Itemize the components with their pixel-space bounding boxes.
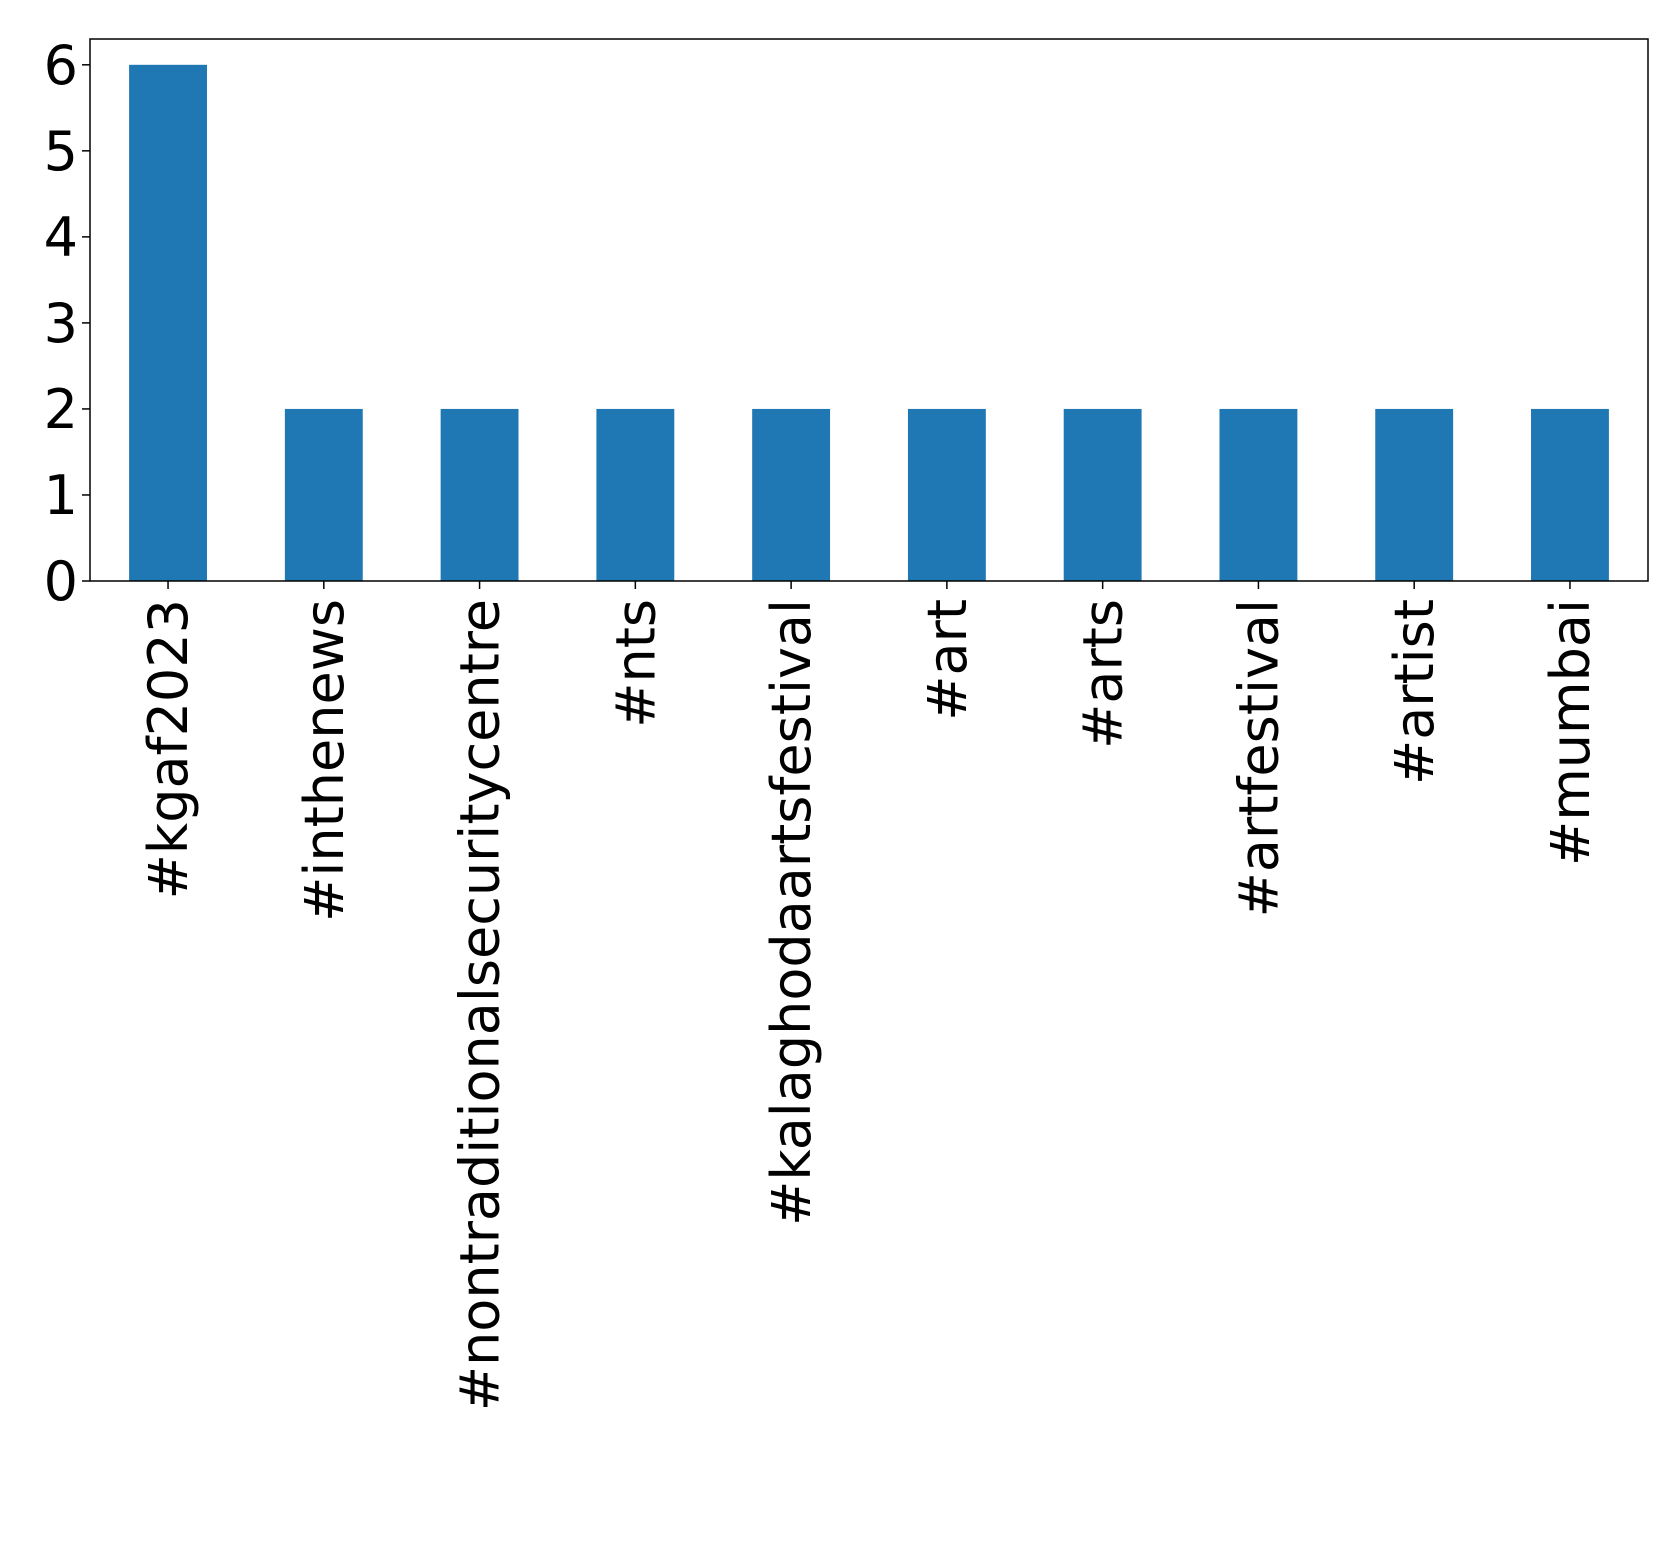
bar-9 [1531, 408, 1609, 581]
bar-5 [907, 408, 986, 581]
x-tick-label-0: #kgaf2023 [137, 599, 200, 899]
x-tick-label-4: #kalaghodaartsfestival [760, 599, 823, 1226]
x-tick-label-5: #art [916, 599, 979, 721]
x-axis: #kgaf2023 #inthenews #nontraditionalsecuri… [137, 581, 1602, 1411]
x-tick-label-2: #nontraditionalsecuritycentre [449, 599, 512, 1411]
y-tick-label-0: 0 [44, 550, 78, 613]
bar-3 [596, 408, 675, 581]
y-axis: 0 1 2 3 4 5 6 [44, 34, 90, 613]
x-tick-label-8: #artist [1383, 599, 1446, 785]
y-tick-label-1: 1 [44, 464, 78, 527]
bar-4 [752, 408, 831, 581]
x-tick-label-6: #arts [1072, 599, 1135, 749]
bar-2 [440, 408, 519, 581]
bar-6 [1063, 408, 1142, 581]
bar-8 [1375, 408, 1454, 581]
bar-1 [284, 408, 363, 581]
bar-7 [1219, 408, 1298, 581]
y-tick-label-3: 3 [44, 292, 78, 355]
x-tick-label-7: #artfestival [1227, 599, 1290, 917]
y-tick-label-6: 6 [44, 34, 78, 97]
y-tick-label-4: 4 [44, 206, 78, 269]
x-tick-label-1: #inthenews [293, 599, 356, 922]
y-tick-label-2: 2 [44, 378, 78, 441]
x-tick-label-9: #mumbai [1539, 599, 1602, 866]
bars-group [129, 64, 1609, 582]
y-tick-label-5: 5 [44, 120, 78, 183]
plot-frame [89, 38, 1649, 582]
x-tick-label-3: #nts [604, 599, 667, 728]
bar-0 [129, 64, 207, 582]
